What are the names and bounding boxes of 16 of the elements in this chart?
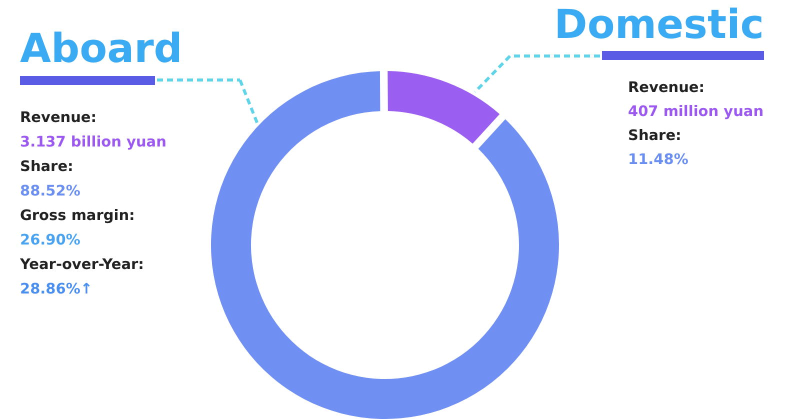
slice-label: Aboard [20,26,182,72]
donut-slice [211,71,559,419]
text: Revenue: [20,110,97,126]
slice-label: Domestic [554,2,764,48]
text: Share: [20,159,74,175]
text: 88.52% [20,184,81,200]
text: 407 million yuan [628,104,764,120]
text: Share: [628,128,682,144]
text: Gross margin: [20,208,135,224]
text: Revenue: [628,80,705,96]
text: 26.90% [20,232,81,248]
text: Year-over-Year: [19,257,144,273]
text: 3.137 billion yuan [20,134,166,150]
text: 11.48% [628,152,689,168]
donut-slice [388,71,500,144]
text: 28.86%↑ [20,282,93,298]
